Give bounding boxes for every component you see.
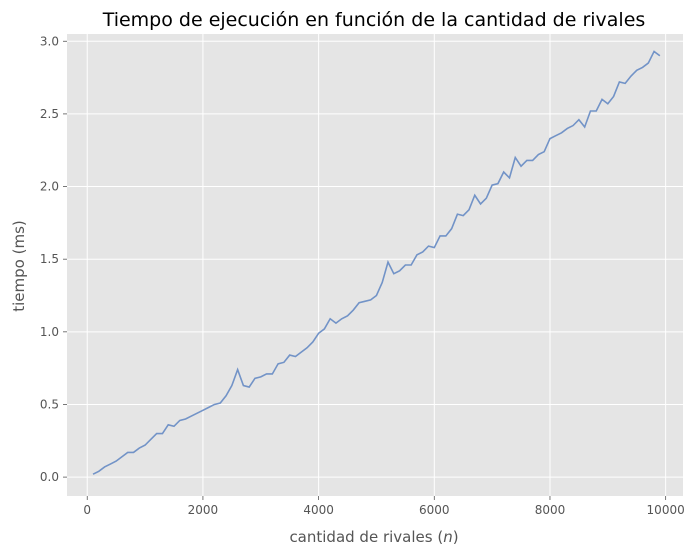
- x-tick-label: 10000: [647, 503, 685, 517]
- y-tick-label: 1.5: [40, 252, 59, 266]
- grid-lines: [67, 34, 683, 496]
- chart-title: Tiempo de ejecución en función de la can…: [102, 9, 646, 31]
- y-tick-label: 0.0: [40, 470, 59, 484]
- y-axis-label: tiempo (ms): [10, 220, 28, 312]
- y-tick-label: 0.5: [40, 397, 59, 411]
- x-tick-label: 8000: [535, 503, 566, 517]
- y-tick-label: 2.0: [40, 180, 59, 194]
- y-tick-label: 2.5: [40, 107, 59, 121]
- x-tick-label: 0: [83, 503, 91, 517]
- y-tick-label: 1.0: [40, 325, 59, 339]
- x-tick-label: 6000: [419, 503, 450, 517]
- plot-area: [67, 34, 683, 496]
- series-line: [92, 50, 661, 475]
- y-axis-ticks: 0.0 0.5 1.0 1.5 2.0 2.5 3.0: [40, 34, 67, 484]
- x-tick-label: 2000: [188, 503, 219, 517]
- x-axis-label: cantidad de rivales (n): [289, 528, 458, 546]
- y-tick-label: 3.0: [40, 34, 59, 48]
- x-tick-label: 4000: [303, 503, 334, 517]
- x-axis-ticks: 0 2000 4000 6000 8000 10000: [83, 496, 685, 517]
